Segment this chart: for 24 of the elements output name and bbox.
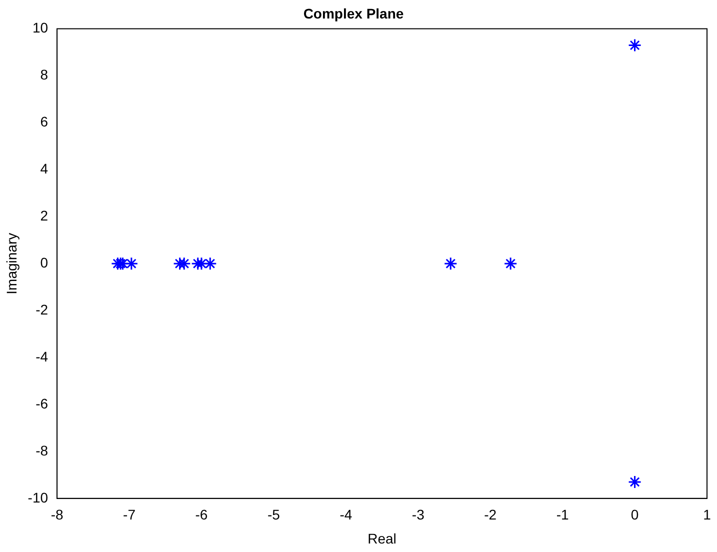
x-tick-label: -4 — [340, 506, 352, 523]
y-tick-label: 8 — [40, 66, 48, 83]
x-tick-label: -8 — [50, 506, 64, 523]
y-tick-label: 2 — [40, 208, 48, 224]
y-tick-label: -6 — [36, 395, 48, 412]
y-tick-label: 10 — [32, 20, 48, 36]
y-tick-label: -8 — [36, 442, 48, 458]
x-tick-label: -2 — [484, 506, 497, 523]
x-tick-label: -1 — [556, 506, 569, 523]
y-tick-label: 0 — [40, 254, 48, 270]
x-tick-label: -3 — [412, 506, 425, 523]
y-tick-label: -4 — [36, 348, 48, 364]
y-tick-label: -10 — [28, 489, 48, 506]
y-tick-label: -2 — [36, 301, 48, 318]
x-tick-label: 0 — [630, 506, 639, 523]
chart-title: Complex Plane — [303, 5, 404, 22]
y-tick-label: 4 — [40, 160, 48, 177]
x-tick-label: 1 — [703, 506, 712, 523]
x-tick-label: -7 — [123, 506, 136, 523]
x-tick-label: -6 — [195, 506, 208, 523]
y-tick-label: 6 — [40, 114, 48, 130]
x-axis-title: Real — [368, 530, 396, 546]
y-axis-title: Imaginary — [3, 232, 20, 294]
x-tick-label: -5 — [267, 506, 280, 523]
